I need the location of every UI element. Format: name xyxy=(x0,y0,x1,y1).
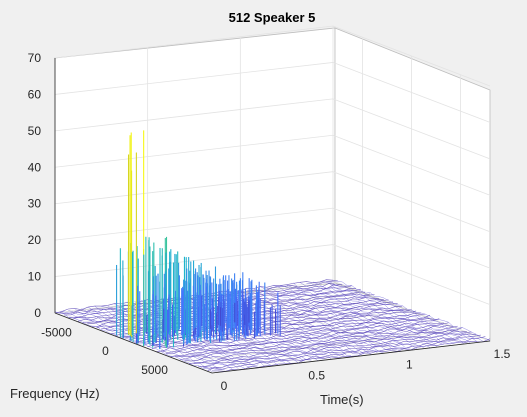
mesh-row xyxy=(156,318,435,352)
mesh-column xyxy=(240,291,398,351)
z-tick-label: 60 xyxy=(28,87,42,101)
mesh-column xyxy=(253,288,411,349)
mesh-column xyxy=(293,282,451,345)
mesh-row xyxy=(161,318,440,353)
z-tick-label: 70 xyxy=(28,51,42,65)
mesh-column xyxy=(61,310,219,371)
mesh-column xyxy=(101,306,259,367)
mesh-column xyxy=(313,281,471,344)
x-tick-label: 0.5 xyxy=(308,368,325,382)
y-tick-label: -5000 xyxy=(41,325,72,339)
y-axis-line xyxy=(54,312,213,374)
z-tick-label: 10 xyxy=(28,270,42,284)
y-tick-label: 5000 xyxy=(141,363,168,377)
x-tick-label: 1.5 xyxy=(494,347,511,361)
x-tick-label: 0 xyxy=(221,379,228,393)
mesh-column xyxy=(68,310,226,371)
x-axis-label: Time(s) xyxy=(320,392,364,407)
x-axis-line xyxy=(211,340,491,374)
mesh-row xyxy=(193,331,472,364)
mesh-row xyxy=(179,325,458,360)
y-gridline xyxy=(182,74,461,363)
left-back-pane xyxy=(54,27,336,314)
mesh-column xyxy=(260,286,418,349)
mesh-row xyxy=(165,322,444,355)
y-gridline xyxy=(133,56,412,344)
mesh-column xyxy=(227,292,385,354)
mesh-column xyxy=(332,279,491,341)
mesh-column xyxy=(273,285,431,349)
mesh-column xyxy=(286,284,444,345)
mesh-column xyxy=(266,287,424,348)
mesh-column xyxy=(279,285,438,347)
mesh-row xyxy=(175,325,454,358)
z-tick-label: 20 xyxy=(28,233,42,247)
z-tick-label: 30 xyxy=(28,197,42,211)
x-tick-label: 1 xyxy=(406,358,413,372)
mesh-column xyxy=(326,281,484,342)
z-tick-label: 0 xyxy=(34,306,41,320)
data-marks xyxy=(116,130,281,350)
y-tick-label: 0 xyxy=(102,344,109,358)
mesh-row xyxy=(87,291,366,324)
z-tick-label: 50 xyxy=(28,124,42,138)
mesh-column xyxy=(299,282,457,343)
mesh-row xyxy=(147,313,426,347)
mesh-row xyxy=(188,330,467,364)
z-tick-label: 40 xyxy=(28,160,42,174)
chart-title: 512 Speaker 5 xyxy=(229,10,316,25)
y-axis-label: Frequency (Hz) xyxy=(10,386,100,401)
mesh-row xyxy=(128,308,407,341)
mesh-column xyxy=(319,281,477,342)
mesh-column xyxy=(246,290,404,349)
mesh-row xyxy=(207,336,486,372)
mesh-row xyxy=(198,333,477,367)
mesh-column xyxy=(306,283,464,344)
